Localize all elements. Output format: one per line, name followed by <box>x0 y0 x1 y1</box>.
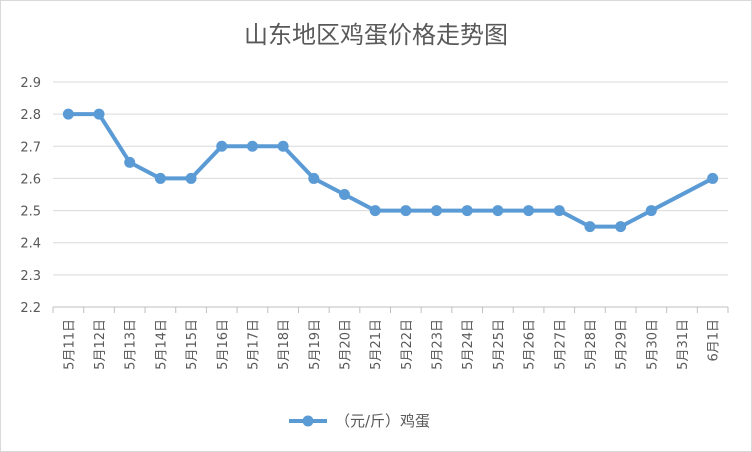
x-tick-label: 5月13日 <box>124 319 139 370</box>
y-tick-label: 2.6 <box>20 172 41 187</box>
x-tick-label: 5月24日 <box>461 319 476 370</box>
y-tick-label: 2.2 <box>20 301 41 316</box>
data-point <box>338 189 350 200</box>
x-tick-label: 5月20日 <box>338 319 353 370</box>
x-tick-label: 5月29日 <box>615 319 630 370</box>
y-tick-label: 2.9 <box>20 76 41 91</box>
chart-title: 山东地区鸡蛋价格走势图 <box>244 21 508 49</box>
data-point <box>62 108 74 120</box>
x-tick-label: 5月23日 <box>431 319 446 370</box>
x-tick-label: 5月26日 <box>523 319 538 370</box>
y-tick-label: 2.5 <box>20 205 41 220</box>
data-point <box>369 205 381 217</box>
x-tick-label: 5月28日 <box>584 319 599 370</box>
x-tick-label: 5月30日 <box>645 319 660 370</box>
data-point <box>246 140 258 152</box>
x-tick-label: 5月19日 <box>308 319 323 370</box>
x-tick-label: 5月18日 <box>277 319 292 370</box>
x-tick-label: 5月14日 <box>154 319 169 370</box>
data-point <box>584 221 596 233</box>
data-point <box>154 172 166 184</box>
data-point <box>185 172 197 184</box>
x-tick-label: 5月15日 <box>185 319 200 370</box>
data-point <box>124 156 136 168</box>
x-tick-label: 5月25日 <box>492 319 507 370</box>
data-point <box>553 205 565 217</box>
x-tick-label: 5月17日 <box>246 319 261 370</box>
x-tick-label: 5月16日 <box>216 319 231 370</box>
y-tick-label: 2.7 <box>20 140 41 155</box>
data-point <box>523 205 535 217</box>
x-tick-label: 6月1日 <box>707 319 722 362</box>
legend: （元/斤）鸡蛋 <box>289 412 430 430</box>
x-tick-label: 5月12日 <box>93 319 108 370</box>
y-tick-label: 2.8 <box>20 108 41 123</box>
legend-entry-label: （元/斤）鸡蛋 <box>335 412 430 430</box>
y-axis-tick-labels: 2.2 2.3 2.4 2.5 2.6 2.7 2.8 2.9 <box>20 76 41 316</box>
data-point <box>431 205 443 217</box>
series-egg-price <box>62 108 719 233</box>
data-point <box>615 221 627 233</box>
data-point <box>461 205 473 217</box>
x-tick-label: 5月31日 <box>676 319 691 370</box>
data-point <box>93 108 105 120</box>
y-tick-label: 2.4 <box>20 237 41 252</box>
data-point <box>645 205 657 217</box>
data-point <box>400 205 412 217</box>
x-tick-label: 5月11日 <box>62 319 77 370</box>
x-axis-tick-labels: 5月11日 5月12日 5月13日 5月14日 5月15日 5月16日 5月17日 5月18日… <box>62 319 721 370</box>
data-point <box>308 172 320 184</box>
data-point <box>277 140 289 152</box>
data-point <box>707 172 719 184</box>
series-line <box>66 112 715 229</box>
x-tick-label: 5月22日 <box>400 319 415 370</box>
y-tick-label: 2.3 <box>20 269 41 284</box>
data-point <box>492 205 504 217</box>
legend-point-marker <box>302 415 314 427</box>
data-point <box>216 140 228 152</box>
x-tick-label: 5月21日 <box>369 319 384 370</box>
x-tick-label: 5月27日 <box>553 319 568 370</box>
gridlines <box>52 81 729 313</box>
